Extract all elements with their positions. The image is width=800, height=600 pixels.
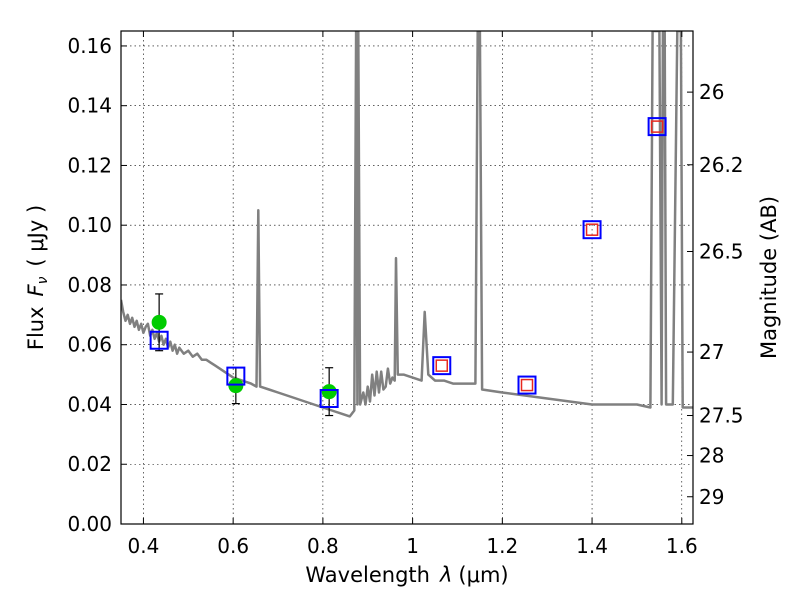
- y-tick-label: 0.12: [67, 153, 112, 177]
- model-point-inner: [650, 120, 664, 133]
- y-tick-label: 0.04: [67, 392, 112, 416]
- plot-frame: [120, 30, 694, 525]
- model-point-inner: [435, 359, 449, 372]
- model-point: [647, 117, 667, 137]
- y-tick-label: 0.00: [67, 512, 112, 536]
- model-point: [432, 356, 452, 376]
- spectrum-layer: [121, 31, 693, 418]
- y-tick-label: 0.08: [67, 273, 112, 297]
- y2-tick-label: 26: [699, 80, 724, 104]
- y-tick-label: 0.02: [67, 452, 112, 476]
- model-point: [517, 375, 537, 395]
- observed-point: [228, 378, 244, 394]
- model-point: [149, 330, 169, 350]
- x-tick-label: 1.2: [486, 534, 518, 558]
- y-tick-label: 0.10: [67, 213, 112, 237]
- y2-tick-label: 29: [699, 485, 724, 509]
- y2-tick-label: 27: [699, 340, 724, 364]
- y2-tick-label: 26.2: [699, 153, 744, 177]
- x-tick-label: 1.4: [576, 534, 608, 558]
- y2-axis-label: Magnitude (AB): [757, 196, 781, 359]
- x-tick-label: 0.8: [307, 534, 339, 558]
- y-tick-label: 0.16: [67, 34, 112, 58]
- model-point: [226, 366, 246, 386]
- x-axis-label: Wavelength λ (μm): [305, 563, 508, 587]
- x-tick-label: 1.6: [666, 534, 698, 558]
- spectrum-line: [121, 31, 693, 418]
- markers-layer: [149, 117, 667, 417]
- y2-tick-label: 28: [699, 444, 724, 468]
- model-point-inner: [585, 223, 599, 236]
- observed-point: [321, 384, 337, 400]
- x-tick-label: 0.6: [217, 534, 249, 558]
- model-point-inner: [520, 378, 534, 392]
- y2-tick-label: 27.5: [699, 404, 744, 428]
- model-point: [319, 389, 339, 409]
- x-tick-label: 0.4: [128, 534, 160, 558]
- axis-ticks: 0.4 0.6 0.8 1 1.2 1.4 1.6 0.00 0.02 0.04 0.06 0.08 0…: [67, 31, 744, 558]
- model-point: [582, 220, 602, 240]
- y-tick-label: 0.14: [67, 94, 112, 118]
- x-tick-label: 1: [406, 534, 419, 558]
- y-tick-label: 0.06: [67, 333, 112, 357]
- grid-lines: [121, 31, 693, 525]
- y-axis-label: FluxFν( μJy ): [24, 205, 51, 350]
- y2-tick-label: 26.5: [699, 240, 744, 264]
- observed-point: [151, 314, 167, 330]
